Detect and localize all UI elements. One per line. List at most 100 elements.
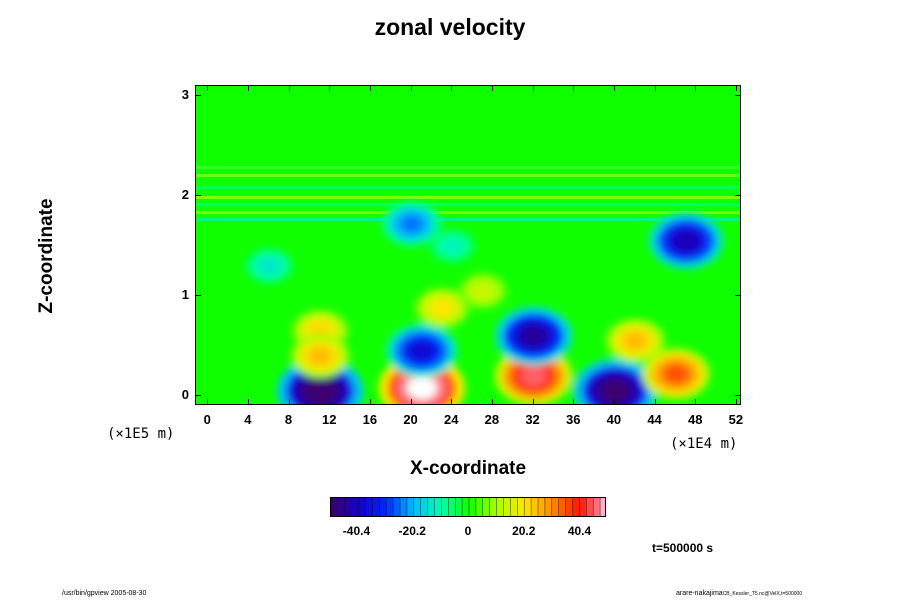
x-tick-mark [654, 85, 656, 91]
colorbar-segment [600, 498, 605, 516]
x-tick-label: 16 [362, 412, 378, 427]
x-tick-label: 32 [525, 412, 540, 427]
x-tick-mark [247, 85, 249, 91]
positive-velocity-cell [432, 300, 452, 316]
colorbar-segment [331, 498, 339, 516]
negative-velocity-cell [443, 239, 461, 253]
colorbar-segment [565, 498, 573, 516]
x-tick-mark [329, 85, 331, 91]
colorbar-segment [372, 498, 380, 516]
colorbar-segment [358, 498, 366, 516]
colorbar-tick-label: -40.4 [342, 524, 371, 538]
x-tick-mark [288, 399, 290, 405]
colorbar-segment [482, 498, 491, 516]
x-tick-mark [369, 85, 371, 91]
x-tick-mark [573, 399, 575, 405]
colorbar-segment [434, 498, 442, 516]
colorbar-segment [420, 498, 429, 516]
velocity-features [244, 201, 724, 404]
colorbar-tick-label: 40.4 [567, 524, 592, 538]
colorbar-segment [365, 498, 373, 516]
positive-velocity-cell [663, 364, 688, 384]
x-tick-label: 28 [484, 412, 500, 427]
colorbar-segment [510, 498, 518, 516]
y-axis-label: Z-coordinate [36, 198, 57, 314]
time-label: t=500000 s [652, 541, 714, 555]
colorbar-segment [579, 498, 587, 516]
upper-wave-bands [196, 166, 740, 221]
y-tick-mark [195, 295, 201, 296]
x-tick-mark [329, 399, 331, 405]
x-tick-mark [451, 399, 453, 405]
x-tick-label: 12 [321, 412, 337, 427]
y-tick-mark [735, 95, 741, 96]
x-tick-mark [288, 85, 290, 91]
x-tick-label: 24 [443, 412, 459, 427]
footer-left: /usr/bin/gpview 2005-08-30 [62, 590, 147, 597]
x-tick-mark [207, 85, 209, 91]
colorbar-segment [558, 498, 567, 516]
positive-velocity-cell [406, 376, 438, 400]
colorbar-segment [406, 498, 415, 516]
positive-velocity-cell [474, 284, 492, 298]
y-tick-label: 3 [181, 87, 189, 102]
x-scale-note: (×1E4 m) [670, 436, 738, 452]
negative-velocity-cell [519, 325, 548, 347]
x-tick-label: 0 [203, 412, 211, 427]
x-tick-label: 36 [566, 412, 581, 427]
colorbar-segment [400, 498, 408, 516]
x-tick-mark [410, 399, 412, 405]
colorbar-tick-label: 0 [464, 524, 472, 538]
colorbar-segment [572, 498, 580, 516]
x-tick-mark [735, 85, 737, 91]
x-tick-mark [695, 85, 697, 91]
wave-band [196, 186, 740, 189]
y-tick-mark [735, 195, 741, 196]
x-tick-label: 4 [244, 412, 252, 427]
negative-velocity-cell [672, 230, 700, 252]
negative-velocity-cell [409, 341, 435, 361]
chart-title: zonal velocity [374, 14, 526, 40]
x-tick-mark [532, 85, 534, 91]
wave-band [196, 166, 740, 169]
x-tick-mark [247, 399, 249, 405]
x-tick-mark [735, 399, 737, 405]
colorbar-segment [469, 498, 477, 516]
colorbar-segment [344, 498, 353, 516]
y-tick-label: 1 [181, 287, 189, 302]
colorbar-segment [393, 498, 401, 516]
colorbar [330, 497, 606, 517]
wave-band [196, 196, 740, 199]
wave-band [196, 211, 740, 214]
positive-velocity-cell [309, 348, 331, 364]
negative-velocity-cell [260, 259, 278, 273]
y-tick-mark [735, 395, 741, 396]
colorbar-segment [544, 498, 553, 516]
x-tick-mark [369, 399, 371, 405]
x-tick-mark [532, 399, 534, 405]
x-tick-mark [654, 399, 656, 405]
colorbar-segment [496, 498, 504, 516]
x-tick-mark [573, 85, 575, 91]
colorbar-segment [379, 498, 387, 516]
colorbar-segment [531, 498, 539, 516]
x-tick-mark [451, 85, 453, 91]
y-tick-mark [195, 195, 201, 196]
colorbar-segment [475, 498, 484, 516]
wave-band [196, 203, 740, 206]
colorbar-segment [351, 498, 360, 516]
x-tick-mark [491, 85, 493, 91]
x-tick-mark [695, 399, 697, 405]
colorbar-segment [503, 498, 511, 516]
x-tick-label: 48 [688, 412, 703, 427]
wave-band [196, 218, 740, 221]
colorbar-segment [538, 498, 546, 516]
y-scale-note: (×1E5 m) [107, 426, 175, 442]
x-axis-label: X-coordinate [409, 458, 527, 479]
wave-band [196, 174, 740, 177]
x-tick-label: 44 [647, 412, 662, 427]
positive-velocity-cell [519, 365, 548, 387]
x-tick-label: 8 [284, 412, 293, 427]
colorbar-segment [524, 498, 532, 516]
colorbar-segment [386, 498, 394, 516]
